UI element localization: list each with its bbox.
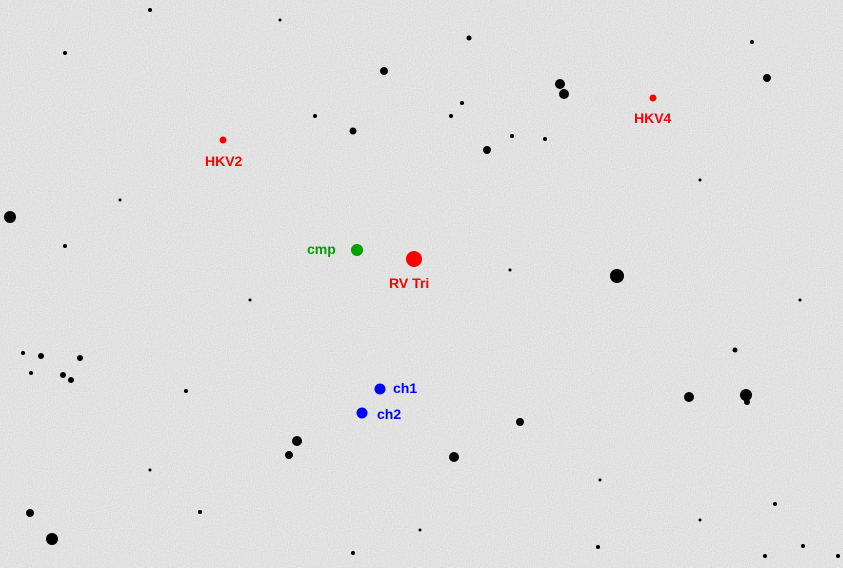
field-star — [77, 355, 83, 361]
field-star — [508, 268, 512, 272]
field-star — [740, 389, 752, 401]
field-star — [449, 452, 459, 462]
field-star — [763, 74, 771, 82]
field-star — [801, 544, 805, 548]
field-star — [292, 436, 302, 446]
field-star — [313, 114, 317, 118]
field-star — [351, 551, 355, 555]
field-star — [750, 40, 754, 44]
marker-ch1-label: ch1 — [393, 380, 417, 396]
field-star — [198, 510, 202, 514]
field-star — [248, 298, 252, 302]
marker-rv-tri-dot — [406, 251, 422, 267]
field-star — [483, 146, 491, 154]
field-star — [684, 392, 694, 402]
field-star — [21, 351, 25, 355]
marker-hkv2-dot — [219, 136, 227, 144]
field-star — [60, 372, 66, 378]
field-star — [466, 35, 472, 41]
field-star — [4, 211, 16, 223]
field-star — [68, 377, 74, 383]
field-star — [46, 533, 58, 545]
field-star — [763, 554, 767, 558]
marker-cmp-label: cmp — [307, 241, 336, 257]
field-star — [773, 502, 777, 506]
field-star — [798, 298, 802, 302]
field-star — [543, 137, 547, 141]
field-star — [559, 89, 569, 99]
field-star — [598, 478, 602, 482]
field-star — [744, 399, 750, 405]
field-star — [63, 244, 67, 248]
field-star — [460, 101, 464, 105]
marker-ch2-dot — [356, 407, 368, 419]
field-star — [278, 18, 282, 22]
field-star — [596, 545, 600, 549]
field-star — [38, 353, 44, 359]
field-star — [184, 389, 188, 393]
field-star — [610, 269, 624, 283]
field-star — [555, 79, 565, 89]
field-star — [63, 51, 67, 55]
marker-ch2-label: ch2 — [377, 406, 401, 422]
field-star — [349, 127, 357, 135]
field-star — [285, 451, 293, 459]
field-star — [698, 518, 702, 522]
marker-ch1-dot — [374, 383, 386, 395]
field-star — [510, 134, 514, 138]
field-star — [26, 509, 34, 517]
marker-cmp-dot — [351, 244, 363, 256]
field-star — [516, 418, 524, 426]
field-star — [380, 67, 388, 75]
field-star — [732, 347, 738, 353]
field-star — [118, 198, 122, 202]
field-star — [148, 8, 152, 12]
field-star — [698, 178, 702, 182]
marker-rv-tri-label: RV Tri — [389, 275, 429, 291]
marker-hkv4-dot — [649, 94, 657, 102]
field-stars — [4, 8, 840, 558]
field-star — [449, 114, 453, 118]
field-star — [148, 468, 152, 472]
field-star — [418, 528, 422, 532]
field-star — [836, 554, 840, 558]
marker-hkv4-label: HKV4 — [634, 110, 672, 126]
marker-hkv2-label: HKV2 — [205, 153, 243, 169]
field-star — [29, 371, 33, 375]
